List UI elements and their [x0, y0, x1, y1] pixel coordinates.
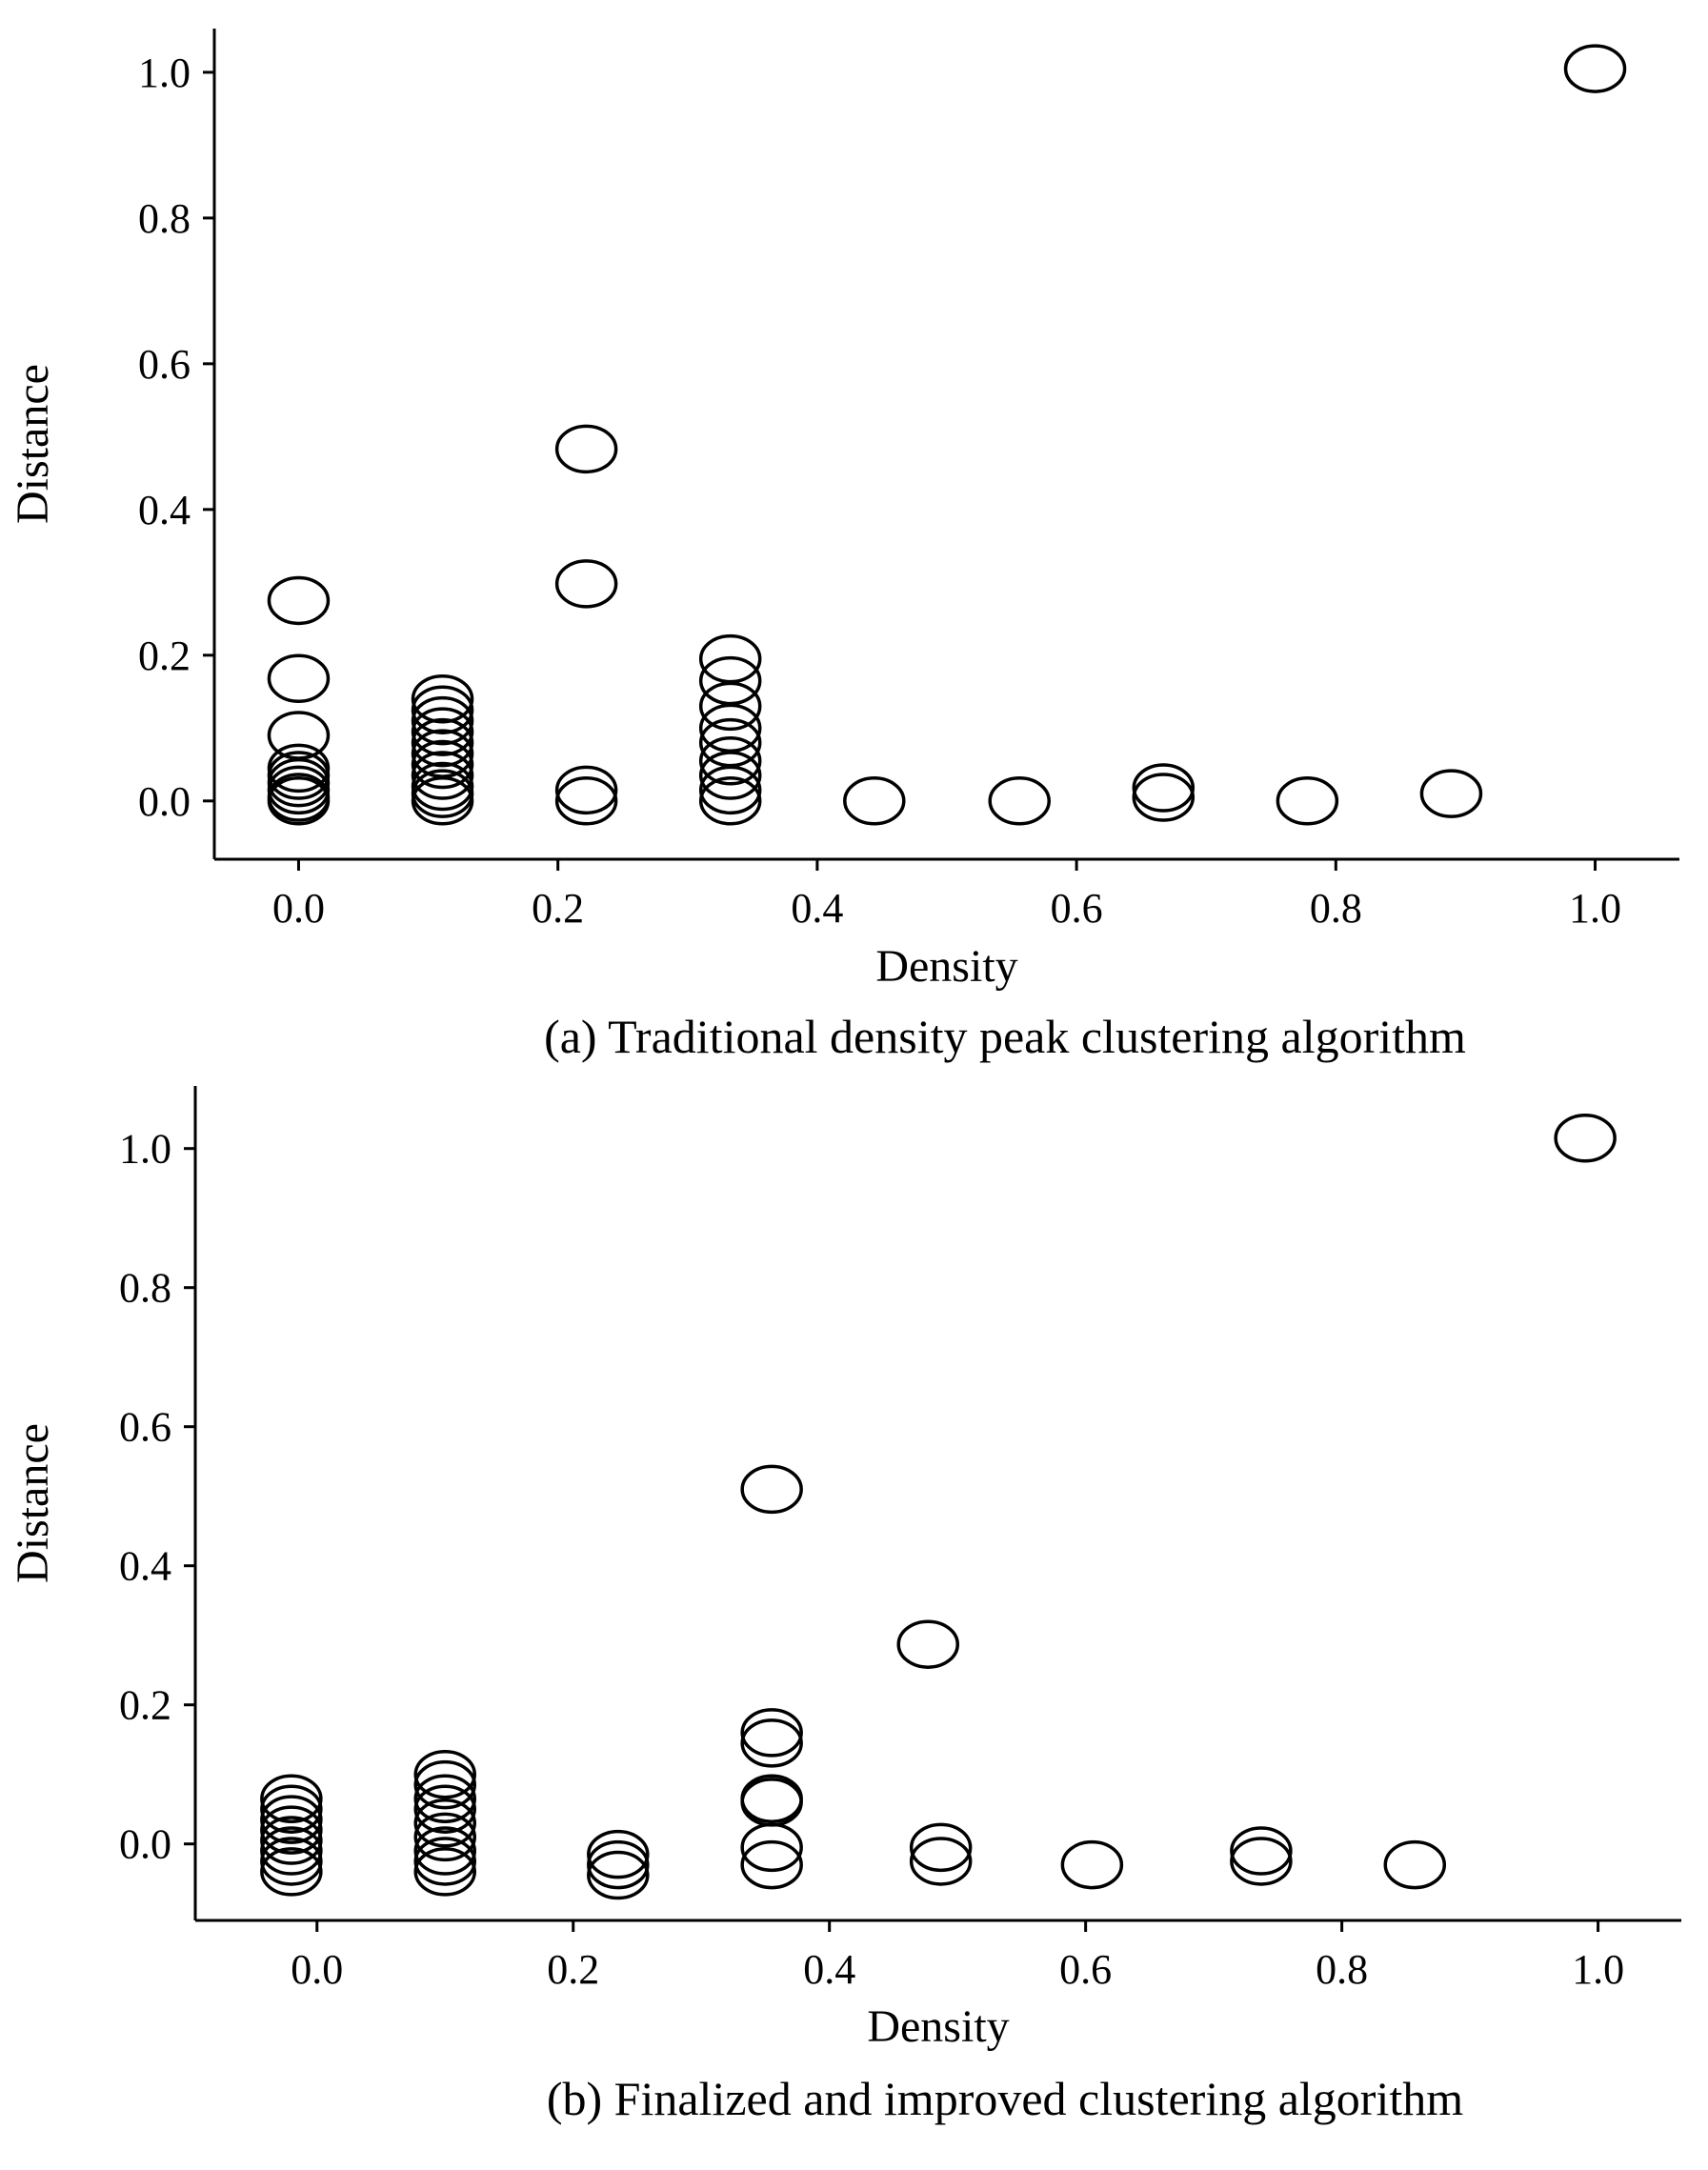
- panel-a-data-point: [411, 707, 474, 756]
- panel-b-y-tick-label: 0.6: [119, 1404, 171, 1451]
- panel-b-data-point: [413, 1749, 476, 1799]
- panel-a-data-point: [698, 751, 762, 800]
- panel-b-data-point: [1230, 1826, 1293, 1876]
- panel-b-y-tick-label: 0.8: [119, 1265, 171, 1312]
- panel-a-data-point: [1132, 763, 1196, 813]
- panel-b-chart: 0.0 0.2 0.4 0.6 0.8 1.0 0.0 0.2 0.4 0.6 0.8 1.0 Dens…: [8, 1086, 1681, 2125]
- panel-a-chart: 0.0 0.2 0.4 0.6 0.8 1.0 0.0 0.2 0.4 0.6 0.8 1.0 Dens…: [8, 29, 1679, 1063]
- panel-b-x-tick-label: 0.8: [1316, 1946, 1368, 1993]
- panel-a-data-point: [267, 575, 331, 626]
- panel-a-data-point: [267, 776, 331, 826]
- panel-b-data-point: [740, 1774, 803, 1823]
- panel-b-data-point: [260, 1784, 323, 1834]
- panel-a-y-tick-label: 1.0: [138, 50, 191, 96]
- panel-b-data-point: [909, 1822, 973, 1873]
- panel-b-data-point: [740, 1778, 803, 1827]
- panel-a-data-point: [411, 717, 474, 768]
- panel-b-x-axis-label: Density: [867, 2001, 1009, 2052]
- panel-a-data-point: [411, 685, 474, 734]
- panel-a-x-tick-label: 0.6: [1051, 885, 1103, 932]
- panel-b-data-point: [413, 1798, 476, 1848]
- panel-a-x-tick-label: 0.4: [791, 885, 843, 932]
- panel-b-data-point: [740, 1839, 803, 1890]
- panel-b-y-tick-label: 1.0: [119, 1126, 171, 1173]
- panel-a-data-point: [411, 673, 474, 724]
- panel-b-data-point: [413, 1826, 476, 1876]
- panel-b-x-tick-label: 0.0: [291, 1946, 343, 1993]
- panel-b-y-axis-label: Distance: [8, 1423, 58, 1583]
- panel-b-data-point: [413, 1784, 476, 1834]
- panel-a-data-point: [554, 424, 618, 474]
- panel-a-data-point: [267, 653, 331, 704]
- panel-b-data-point: [260, 1847, 323, 1897]
- panel-a-data-point: [411, 776, 474, 826]
- panel-b-data-point: [587, 1829, 650, 1879]
- panel-a-data-point: [411, 739, 474, 790]
- panel-a-y-tick-label: 0.6: [138, 341, 191, 388]
- panel-a-data-point: [698, 681, 762, 732]
- panel-a-data-point: [988, 776, 1051, 826]
- panel-a-data-point: [554, 559, 618, 609]
- panel-a-data-point: [1132, 773, 1196, 822]
- panel-b-x-tick-label: 0.4: [803, 1946, 855, 1993]
- panel-a-data-point: [698, 735, 762, 786]
- panel-b-data-point: [1060, 1839, 1124, 1890]
- panel-b-y-tick-label: 0.2: [119, 1682, 171, 1729]
- panel-b-data-point: [260, 1805, 323, 1855]
- panel-b-data-point: [413, 1759, 476, 1810]
- panel-b-data-point: [740, 1464, 803, 1515]
- panel-b-caption: (b) Finalized and improved clustering al…: [547, 2072, 1463, 2125]
- panel-a-y-tick-label: 0.8: [138, 195, 191, 242]
- panel-b-data-point: [260, 1795, 323, 1844]
- panel-a-data-point: [1563, 44, 1627, 93]
- panel-a-caption: (a) Traditional density peak clustering …: [544, 1010, 1466, 1063]
- panel-b-data-point: [260, 1774, 323, 1823]
- panel-b-data-point: [740, 1708, 803, 1758]
- panel-a-data-point: [698, 776, 762, 826]
- panel-b-y-tick-label: 0.0: [119, 1821, 171, 1868]
- panel-a-y-tick-label: 0.0: [138, 778, 191, 825]
- panel-a-data-point: [554, 765, 618, 815]
- panel-a-x-tick-label: 1.0: [1569, 885, 1621, 932]
- panel-a-x-tick-label: 0.0: [272, 885, 325, 932]
- panel-a-y-tick-label: 0.2: [138, 633, 191, 679]
- panel-b-data-point: [740, 1822, 803, 1873]
- panel-b-data-point: [740, 1718, 803, 1768]
- panel-a-x-axis-label: Density: [875, 941, 1017, 992]
- panel-b-x-tick-label: 0.2: [547, 1946, 599, 1993]
- panel-a-data-point: [554, 776, 618, 826]
- panel-a-data-point: [843, 776, 906, 826]
- panel-a-data-point: [698, 765, 762, 815]
- panel-b-data-point: [413, 1812, 476, 1862]
- panel-b-data-point: [1383, 1839, 1447, 1890]
- panel-a-y-axis-label: Distance: [8, 364, 58, 524]
- panel-b-data-point: [413, 1774, 476, 1823]
- panel-b-data-point: [909, 1837, 973, 1886]
- panel-b-data-point: [260, 1826, 323, 1876]
- panel-a-data-point: [1419, 769, 1483, 818]
- panel-a-x-tick-label: 0.8: [1310, 885, 1362, 932]
- panel-b-x-tick-label: 1.0: [1572, 1946, 1624, 1993]
- panel-a-x-tick-label: 0.2: [532, 885, 584, 932]
- panel-b-data-point: [260, 1816, 323, 1865]
- panel-b-data-point: [413, 1847, 476, 1897]
- panel-b-data-point: [587, 1850, 650, 1900]
- panel-b-data-point: [587, 1839, 650, 1890]
- panel-b-data-point: [1230, 1837, 1293, 1886]
- panel-b-data-point: [1554, 1114, 1617, 1163]
- panel-b-data-point: [896, 1619, 959, 1669]
- panel-a-y-tick-label: 0.4: [138, 487, 191, 533]
- panel-b-data-point: [260, 1837, 323, 1886]
- panel-a-data-point: [411, 751, 474, 800]
- panel-b-data-point: [413, 1837, 476, 1886]
- panel-b-y-tick-label: 0.4: [119, 1543, 171, 1590]
- panel-b-x-tick-label: 0.6: [1059, 1946, 1112, 1993]
- panel-a-data-point: [411, 695, 474, 746]
- panel-a-data-point: [1276, 776, 1339, 826]
